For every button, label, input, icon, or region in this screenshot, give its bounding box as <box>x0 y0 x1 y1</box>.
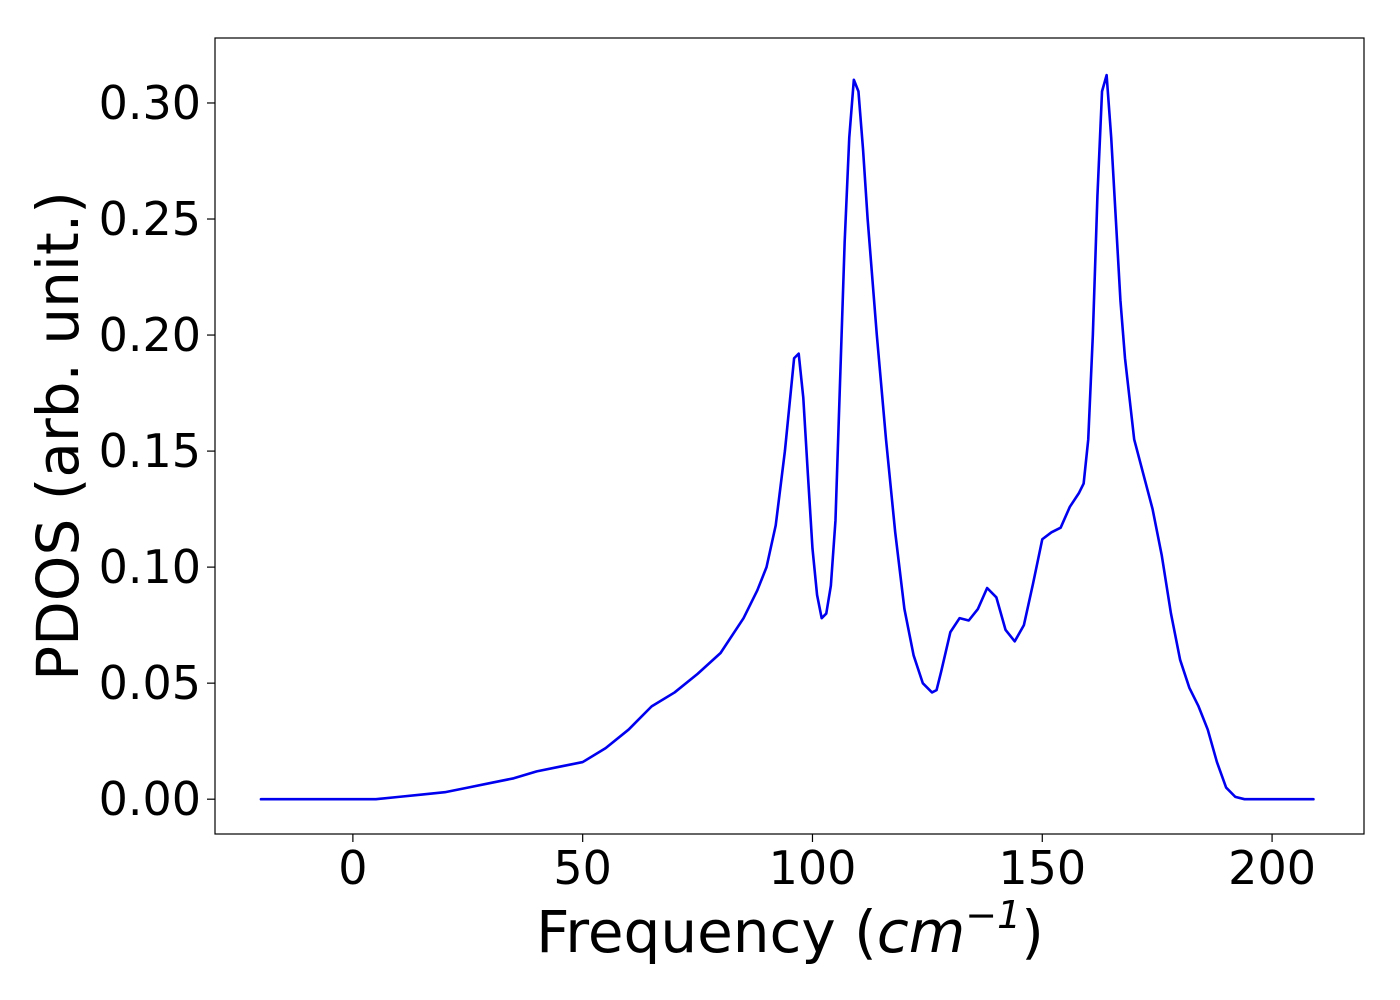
x-tick-label: 0 <box>338 841 367 895</box>
x-tick-label: 200 <box>1228 841 1316 895</box>
plot-frame <box>214 37 1365 835</box>
x-ticks: 0 50 100 150 200 <box>338 834 1316 895</box>
y-tick-label: 0.15 <box>99 424 201 478</box>
x-tick-label: 150 <box>998 841 1086 895</box>
y-tick-label: 0.20 <box>99 308 201 362</box>
x-tick-label: 100 <box>769 841 857 895</box>
x-axis-unit-open-paren: ( <box>836 898 877 966</box>
series-layer <box>259 73 1315 801</box>
y-axis-title: PDOS (arb. unit.) <box>24 191 92 681</box>
y-tick-label: 0.10 <box>99 540 201 594</box>
x-axis-unit-close-paren: ) <box>1021 898 1044 966</box>
series-line-0 <box>259 73 1315 801</box>
x-axis-label-text: Frequency <box>536 898 836 966</box>
x-axis-title: Frequency (cm−1) <box>536 893 1044 966</box>
y-tick-label: 0.00 <box>99 772 201 826</box>
y-tick-label: 0.25 <box>99 192 201 246</box>
x-axis-unit-base: cm <box>877 898 965 966</box>
x-axis-unit-exponent: −1 <box>965 893 1021 937</box>
y-tick-label: 0.05 <box>99 656 201 710</box>
y-ticks: 0.00 0.05 0.10 0.15 0.20 0.25 0.30 <box>99 76 215 826</box>
x-tick-label: 50 <box>553 841 612 895</box>
y-tick-label: 0.30 <box>99 76 201 130</box>
